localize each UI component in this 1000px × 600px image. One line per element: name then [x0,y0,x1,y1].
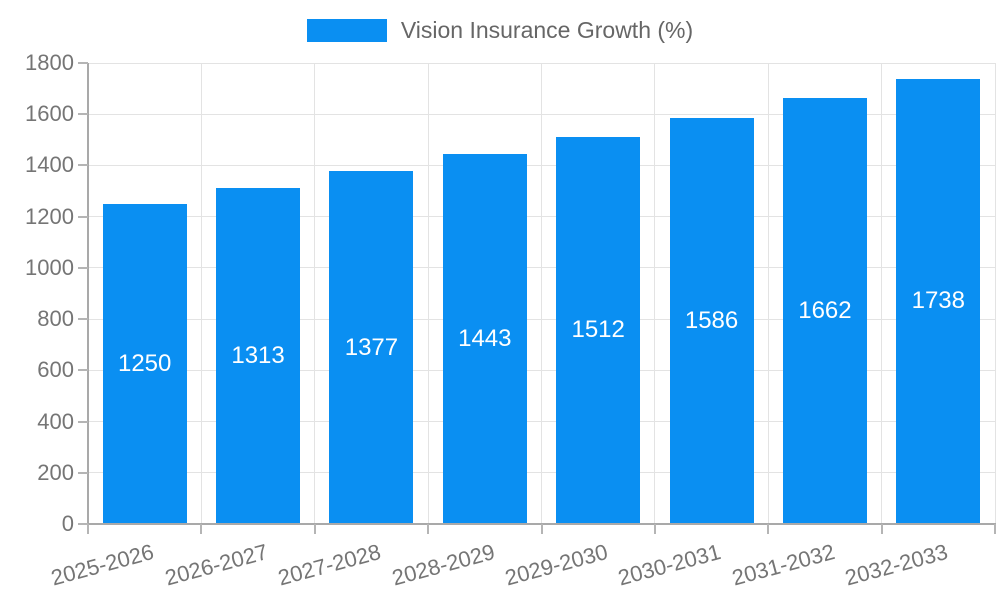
y-tick [78,369,88,372]
bar-value-label: 1662 [798,297,852,325]
bar-2027-2028: 1377 [329,171,414,524]
y-tick [78,420,88,423]
plot-area: 1250 1313 1377 1443 1512 1586 1662 1738 [88,62,996,524]
y-axis-tick-label: 1400 [25,152,74,178]
bar-2025-2026: 1250 [102,203,187,524]
y-axis-tick-label: 800 [37,306,74,332]
x-tick [427,524,430,534]
x-axis-tick-label: 2030-2031 [615,539,724,591]
bar-value-label: 1313 [231,341,285,369]
y-axis-tick-label: 1600 [25,101,74,127]
x-axis-tick-label: 2029-2030 [502,539,611,591]
bar-2026-2027: 1313 [216,187,301,524]
y-tick [78,62,88,64]
y-axis-line [87,63,89,524]
y-axis-tick-label: 1200 [25,203,74,229]
chart-legend[interactable]: Vision Insurance Growth (%) [0,19,1000,42]
x-axis-tick-label: 2025-2026 [48,539,157,591]
x-tick [767,524,770,534]
bar-value-label: 1586 [684,306,739,334]
x-tick [87,524,89,534]
y-axis-tick-label: 0 [61,511,74,536]
bar-value-label: 1738 [911,287,965,315]
bar-value-label: 1377 [344,333,399,361]
y-tick [78,215,88,218]
y-axis-tick-label: 600 [37,357,74,383]
x-axis-tick-label: 2027-2028 [275,539,384,591]
v-gridline [200,63,202,524]
y-tick [78,471,88,474]
y-tick [78,266,88,269]
x-tick [200,524,203,534]
x-axis-tick-label: 2031-2032 [729,539,838,591]
y-axis-tick-label: 1000 [25,254,74,280]
bar-2031-2032: 1662 [782,98,867,524]
legend-label[interactable]: Vision Insurance Growth (%) [400,17,694,43]
x-tick [313,524,316,534]
y-tick [78,113,88,116]
v-gridline [541,63,542,524]
bar-2030-2031: 1586 [669,117,754,524]
x-axis-tick-label: 2026-2027 [162,539,271,591]
y-axis-tick-label: 200 [37,459,74,485]
y-axis-tick-label: 1800 [25,50,74,75]
bar-2032-2033: 1738 [896,78,981,524]
v-gridline [994,63,996,524]
x-tick [540,524,543,534]
bar-value-label: 1512 [571,316,625,344]
x-tick [653,524,656,534]
v-gridline [881,63,883,524]
y-tick [78,164,88,167]
bar-value-label: 1250 [117,349,172,377]
bar-value-label: 1443 [458,325,512,353]
legend-swatch[interactable] [306,19,387,42]
v-gridline [427,63,429,524]
x-axis-tick-label: 2028-2029 [388,539,498,591]
x-axis-tick-label: 2032-2033 [842,539,951,591]
y-tick [78,523,88,525]
v-gridline [767,63,769,524]
x-tick [880,524,883,534]
v-gridline [654,63,656,524]
y-axis-tick-label: 400 [37,408,74,434]
y-tick [78,318,88,321]
v-gridline [314,63,316,524]
x-tick [994,524,996,534]
bar-2028-2029: 1443 [442,154,527,524]
bar-2029-2030: 1512 [556,136,641,524]
